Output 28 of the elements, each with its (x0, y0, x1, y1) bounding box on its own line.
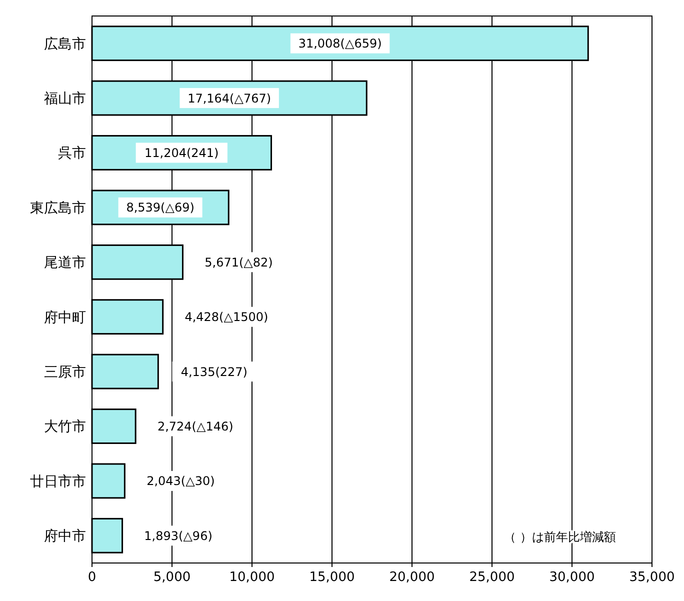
y-tick-label: 福山市 (44, 90, 86, 107)
data-label: 4,428(△1500) (184, 310, 268, 324)
data-label: 8,539(△69) (126, 200, 194, 215)
y-tick-label: 尾道市 (44, 255, 86, 272)
data-label: 2,724(△146) (157, 419, 234, 434)
data-label: 1,893(△96) (144, 528, 212, 543)
y-tick-label: 廿日市市 (30, 474, 86, 490)
y-tick-label: 大竹市 (44, 419, 86, 436)
x-tick-label: 5,000 (153, 570, 191, 585)
x-tick-label: 30,000 (549, 570, 595, 585)
x-tick-label: 35,000 (629, 570, 675, 585)
y-tick-label: 呉市 (58, 146, 86, 162)
y-tick-label: 広島市 (44, 36, 86, 52)
data-label: 17,164(△767) (188, 91, 272, 106)
x-tick-label: 25,000 (469, 570, 515, 585)
y-tick-label: 東広島市 (30, 200, 86, 216)
x-tick-label: 10,000 (229, 570, 275, 585)
data-label: 31,008(△659) (298, 36, 382, 51)
y-tick-label: 府中町 (44, 310, 86, 326)
data-label: 11,204(241) (144, 146, 219, 160)
x-tick-label: 0 (88, 570, 96, 585)
y-tick-label: 三原市 (44, 364, 86, 380)
x-tick-label: 20,000 (389, 570, 435, 585)
data-label: 5,671(△82) (204, 255, 273, 270)
x-tick-label: 15,000 (309, 570, 355, 585)
data-label: 4,135(227) (180, 364, 248, 379)
y-tick-label: 府中市 (44, 528, 86, 545)
data-label: 2,043(△30) (146, 474, 215, 488)
